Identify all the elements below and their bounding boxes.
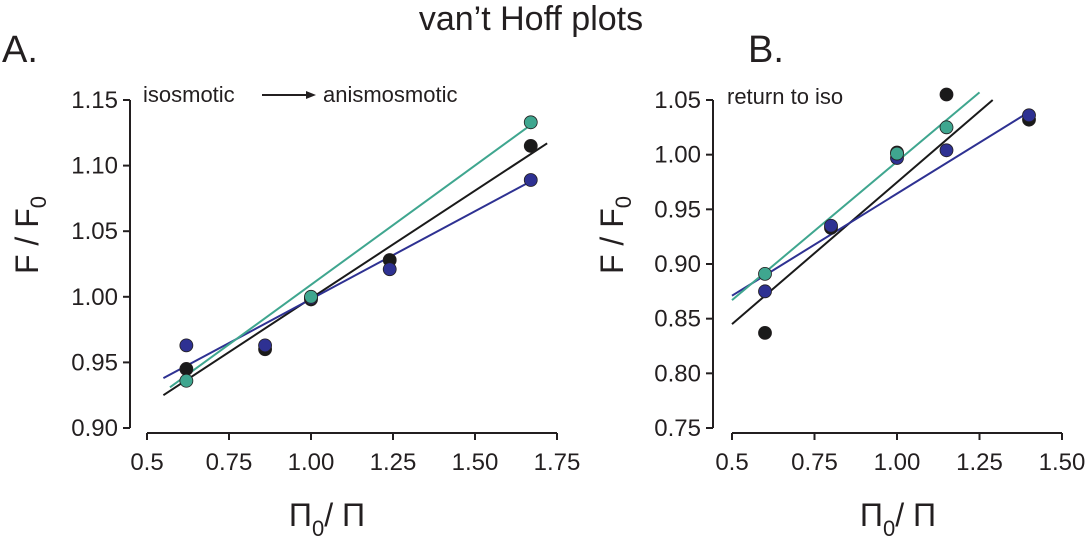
data-point: [890, 146, 904, 161]
y-tick-label: 1.05: [654, 87, 701, 114]
fit-lines: [162, 124, 548, 397]
data-point: [758, 325, 772, 340]
y-tick-label: 0.90: [654, 251, 701, 278]
data-point: [179, 362, 194, 376]
x-tick-label: 0.5: [130, 449, 163, 476]
y-tick-label: 0.75: [654, 415, 701, 442]
y-tick-label: 1.00: [654, 142, 701, 169]
data-point: [179, 338, 194, 353]
data-point: [758, 266, 772, 281]
data-point: [939, 87, 954, 102]
data-point: [523, 173, 538, 187]
y-tick-label: 0.90: [71, 415, 118, 442]
x-tick-label: 1.00: [874, 449, 921, 476]
x-tick-label: 1.50: [452, 449, 499, 476]
y-tick-label: 0.95: [654, 196, 701, 223]
data-point: [304, 289, 318, 304]
y-tick-label: 0.95: [71, 349, 118, 376]
fit-line: [731, 91, 981, 301]
x-tick-label: 1.25: [956, 449, 1003, 476]
x-tick-label: 1.75: [534, 449, 581, 476]
data-point: [939, 120, 954, 135]
fit-line: [162, 180, 532, 380]
fit-line: [169, 124, 532, 389]
panel-b-letter: B.: [748, 29, 784, 71]
fit-line: [731, 111, 1030, 297]
x-tick-label: 1.25: [370, 449, 417, 476]
x-tick-label: 0.75: [791, 449, 838, 476]
figure-title: van’t Hoff plots: [419, 0, 643, 38]
axes: 0.5 0.75 1.00 1.25 1.50 0.75 0.80 0.85 0.90 0.95 1…: [654, 87, 1085, 476]
data-points: [758, 87, 1036, 340]
x-tick-label: 0.5: [715, 449, 748, 476]
annotation-isosmotic: isosmotic: [143, 82, 235, 107]
data-point: [523, 139, 538, 153]
axes: 0.5 0.75 1.00 1.25 1.50 1.75 0.90 0.95 1.00 1.05 1…: [71, 87, 580, 476]
data-point: [939, 143, 954, 158]
fit-line: [162, 142, 548, 397]
x-axis-label: Π0/ Π: [289, 497, 365, 536]
data-point: [758, 284, 772, 299]
panel-a: A. isosmotic anismosmotic 0.5 0.75 1.00 1.2…: [2, 29, 580, 536]
panel-b: B. return to iso 0.5 0.75 1.00 1.25 1.50 0.75…: [594, 29, 1085, 536]
fit-lines: [731, 91, 1030, 325]
y-tick-label: 1.00: [71, 284, 118, 311]
x-tick-label: 0.75: [206, 449, 253, 476]
y-tick-label: 0.80: [654, 360, 701, 387]
arrow-head: [306, 91, 316, 99]
x-axis-label: Π0/ Π: [860, 497, 936, 536]
annotation-return-to-iso: return to iso: [727, 84, 843, 109]
data-point: [179, 373, 194, 388]
x-tick-label: 1.50: [1039, 449, 1086, 476]
fit-line: [731, 99, 994, 325]
data-point: [258, 338, 272, 353]
y-tick-label: 1.15: [71, 87, 118, 114]
data-point: [1022, 108, 1036, 123]
data-point: [824, 218, 838, 233]
y-axis-label: F / F0: [9, 196, 51, 274]
data-point: [523, 115, 538, 130]
data-point: [382, 262, 397, 277]
y-axis-label: F / F0: [594, 196, 636, 274]
x-tick-label: 1.00: [288, 449, 335, 476]
y-tick-label: 0.85: [654, 306, 701, 333]
panel-a-letter: A.: [2, 29, 38, 71]
annotation-anismosmotic: anismosmotic: [323, 82, 457, 107]
y-tick-label: 1.10: [71, 153, 118, 180]
data-points: [179, 115, 538, 388]
y-tick-label: 1.05: [71, 218, 118, 245]
